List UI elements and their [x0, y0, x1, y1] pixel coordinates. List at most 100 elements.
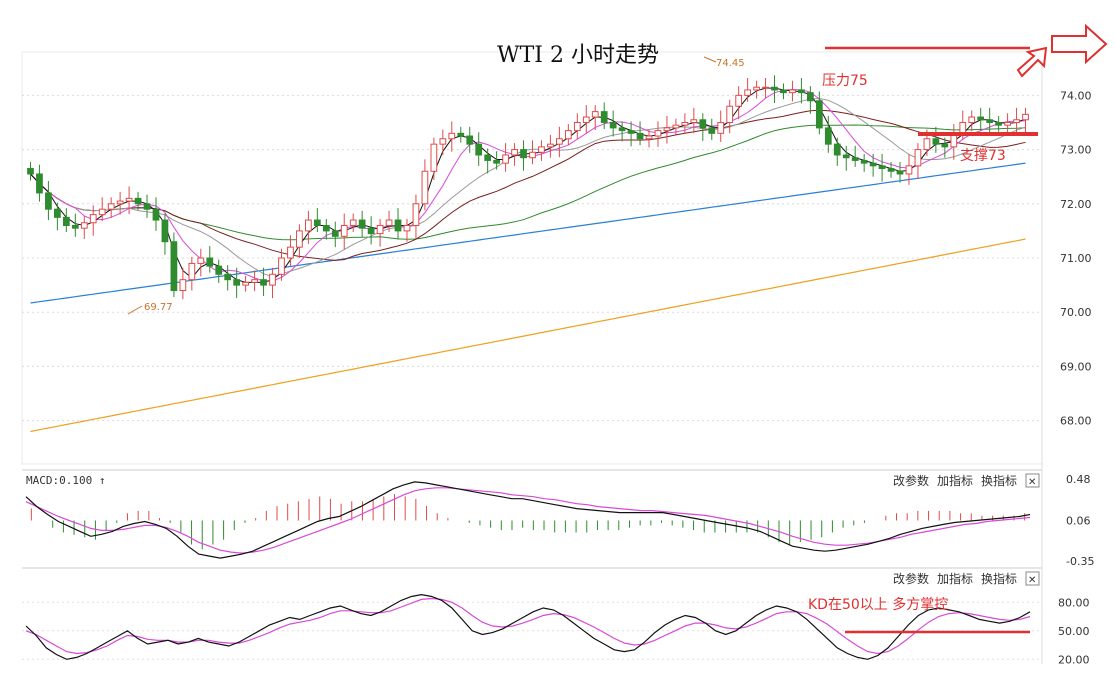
candle-body [206, 257, 214, 267]
y-tick-label: 73.00 [1060, 144, 1092, 157]
candle-body [968, 116, 976, 123]
candle-body [807, 92, 814, 102]
candle-body [815, 100, 823, 129]
high-marker-line [703, 56, 717, 63]
macd-dif-line [25, 481, 1031, 559]
up-right-arrow-icon [1016, 46, 1048, 78]
candle-body [959, 121, 967, 134]
kd-y-tick-label: 50.00 [1058, 625, 1090, 638]
candle-body [538, 146, 545, 153]
candle-body [71, 224, 79, 229]
candle-body [457, 132, 465, 137]
candle-body [582, 116, 590, 123]
candle-body [260, 279, 267, 286]
candle-body [842, 154, 850, 159]
candle-body [215, 265, 223, 275]
candle-body [564, 130, 572, 140]
macd-label: MACD:0.100 ↑ [26, 474, 105, 487]
candle-body [448, 132, 456, 140]
support-label: 支撑73 [960, 148, 1006, 164]
macd-close-icon[interactable] [1025, 473, 1040, 488]
ma20-line [30, 97, 1026, 278]
macd-close-glyph: ✕ [1028, 477, 1036, 488]
candle-body [573, 121, 581, 132]
kd-y-tick-label: 20.00 [1058, 653, 1090, 666]
kd-note-label: KD在50以上 多方掌控 [808, 596, 948, 613]
candle-body [287, 246, 294, 259]
candle-body [1013, 119, 1020, 123]
candle-body [932, 138, 940, 145]
candle-body [242, 281, 249, 286]
candle-body [54, 208, 61, 218]
candle-body [878, 165, 886, 170]
candle-body [529, 151, 536, 159]
candlesticks [27, 75, 1029, 300]
candle-body [708, 127, 716, 134]
candle-body [941, 143, 949, 148]
candle-body [923, 138, 931, 151]
macd-dea-line [25, 487, 1031, 554]
y-tick-label: 70.00 [1060, 306, 1092, 319]
y-tick-label: 74.00 [1060, 89, 1092, 102]
macd-change-params-button[interactable]: 改参数 [893, 473, 929, 488]
candle-body [36, 173, 43, 194]
candle-body [762, 86, 769, 89]
macd-switch-indicator-button[interactable]: 换指标 [981, 473, 1017, 488]
candle-body [995, 121, 1002, 126]
candle-body [161, 219, 169, 243]
candle-body [385, 219, 393, 226]
candle-body [771, 86, 778, 91]
candle-body [313, 219, 321, 226]
candle-body [45, 192, 52, 210]
candle-body [636, 132, 644, 140]
ma120-line [30, 162, 1026, 304]
candle-body [394, 219, 402, 232]
candle-body [645, 135, 653, 140]
y-tick-label: 68.00 [1060, 415, 1092, 428]
candle-body [251, 279, 258, 283]
high-marker-label: 74.45 [716, 58, 745, 69]
candle-body [905, 165, 913, 175]
candle-body [609, 121, 617, 129]
main-y-axis: 74.00 73.00 72.00 71.00 70.00 69.00 68.00 [1060, 89, 1092, 427]
candle-body [484, 154, 492, 161]
candle-body [412, 203, 420, 226]
kd-change-params-button[interactable]: 改参数 [893, 571, 929, 586]
candle-body [744, 89, 751, 96]
ma250-line [30, 238, 1026, 433]
candle-body [349, 219, 357, 226]
candle-body [887, 168, 895, 172]
candle-body [591, 111, 599, 118]
candle-body [690, 119, 698, 123]
macd-y-tick-label: 0.06 [1066, 514, 1091, 527]
candle-body [269, 273, 276, 286]
low-marker-label: 69.77 [144, 302, 173, 313]
candle-body [403, 224, 411, 232]
candle-body [833, 143, 841, 156]
kd-close-icon[interactable] [1025, 571, 1040, 586]
candle-body [340, 224, 348, 237]
resistance-label: 压力75 [822, 73, 868, 89]
candle-body [986, 119, 994, 123]
candle-body [358, 219, 366, 229]
macd-add-indicator-button[interactable]: 加指标 [937, 473, 973, 488]
candle-body [618, 127, 626, 132]
candle-body [753, 86, 760, 91]
kd-plot [22, 593, 1042, 660]
candle-body [367, 227, 375, 235]
kd-close-glyph: ✕ [1028, 575, 1036, 586]
kd-add-indicator-button[interactable]: 加指标 [937, 571, 973, 586]
candle-body [188, 262, 196, 281]
ma30-line [30, 109, 1026, 261]
candle-body [502, 154, 509, 164]
candle-body [430, 143, 438, 172]
candle-body [1022, 113, 1029, 121]
kd-switch-indicator-button[interactable]: 换指标 [981, 571, 1017, 586]
candle-body [914, 149, 922, 167]
candle-body [475, 143, 483, 156]
kd-y-axis: 80.00 50.00 20.00 [1058, 596, 1090, 666]
main-grid [22, 94, 1042, 422]
macd-plot [25, 481, 1031, 559]
candle-body [331, 230, 339, 237]
